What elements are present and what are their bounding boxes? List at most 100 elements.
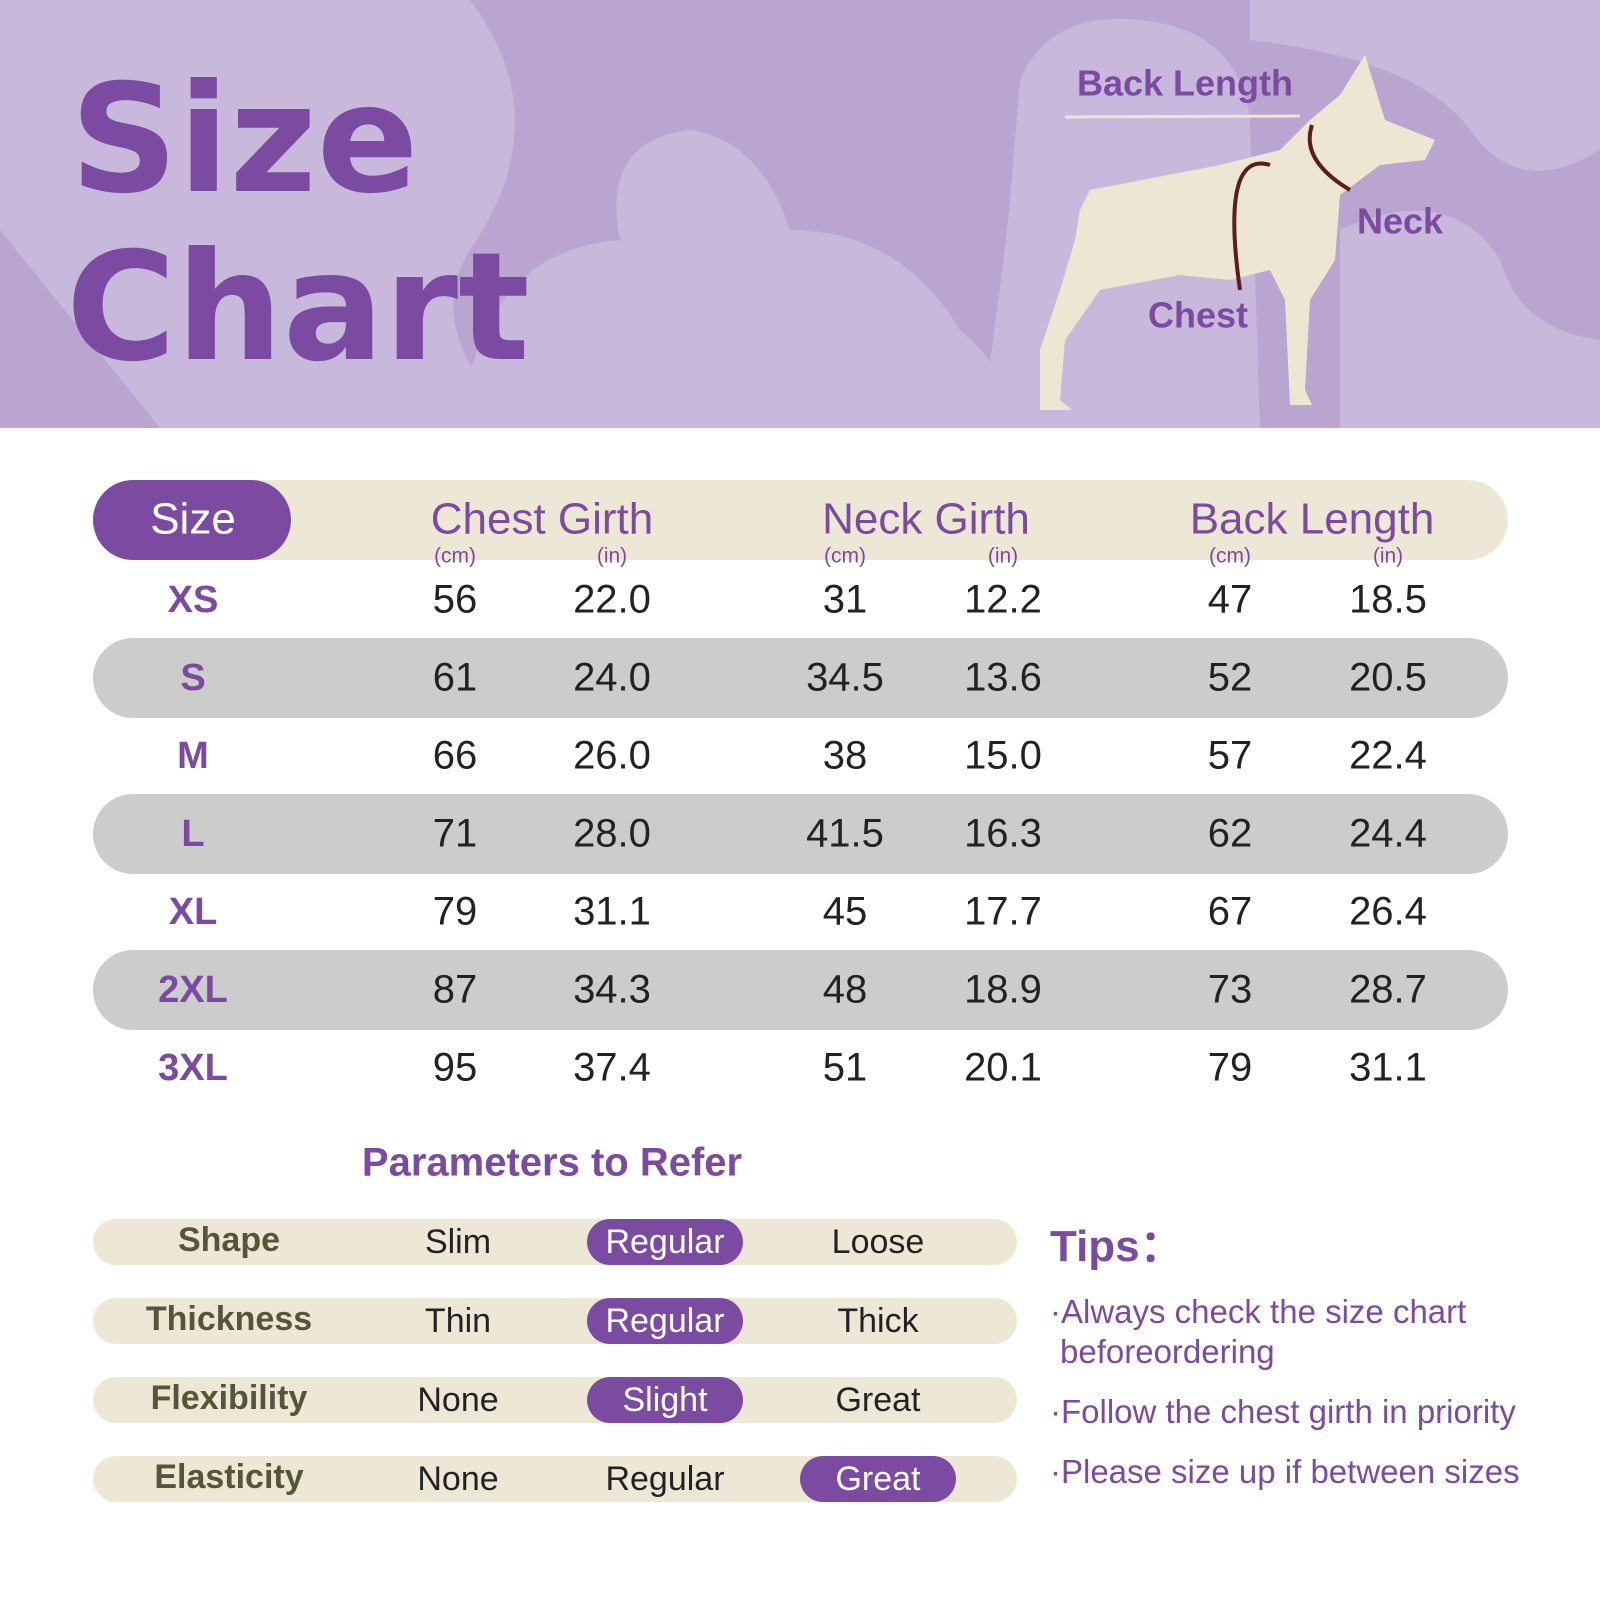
parameter-option: None <box>417 1460 498 1498</box>
cell-value: 24.0 <box>573 656 651 700</box>
cell-value: 22.0 <box>573 578 651 622</box>
cell-value: 51 <box>823 1046 868 1090</box>
cell-value: 37.4 <box>573 1046 651 1090</box>
cell-value: 34.3 <box>573 968 651 1012</box>
dog-silhouette <box>1040 55 1435 410</box>
blob <box>1250 0 1600 171</box>
title: Chart <box>66 221 530 395</box>
parameter-option: Great <box>835 1460 921 1498</box>
cell-value: 13.6 <box>964 656 1042 700</box>
cell-value: 87 <box>433 968 478 1012</box>
neck-line <box>1307 124 1352 192</box>
cell-value: 28.0 <box>573 812 651 856</box>
cell-value: 61 <box>433 656 478 700</box>
unit-label: (cm) <box>1209 545 1251 568</box>
size-label: L <box>181 813 204 855</box>
parameter-option: None <box>417 1381 498 1419</box>
parameter-label: Shape <box>178 1221 280 1259</box>
parameter-band <box>93 1456 1017 1502</box>
row-band <box>93 794 1508 874</box>
column-header: Back Length <box>1190 495 1435 544</box>
parameter-option: Regular <box>605 1460 724 1498</box>
parameter-label: Flexibility <box>151 1379 308 1417</box>
blob <box>1340 210 1600 428</box>
parameter-band <box>93 1298 1017 1344</box>
back-line <box>1064 114 1301 119</box>
tip: ·Always check the size chart beforeorder… <box>1050 1293 1467 1370</box>
unit-label: (cm) <box>824 545 866 568</box>
selected-pill <box>587 1298 743 1344</box>
size-label: 2XL <box>158 969 228 1011</box>
cell-value: 56 <box>433 578 478 622</box>
blob <box>460 130 1005 428</box>
parameter-band <box>93 1377 1017 1423</box>
row-band <box>93 950 1508 1030</box>
cell-value: 38 <box>823 734 868 778</box>
size-pill <box>93 480 291 560</box>
title: Size <box>70 53 419 227</box>
cell-value: 17.7 <box>964 890 1042 934</box>
column-header: Chest Girth <box>431 495 654 544</box>
size-label: XS <box>168 579 219 621</box>
parameter-option: Regular <box>605 1302 724 1340</box>
size-label: 3XL <box>158 1047 228 1089</box>
cell-value: 12.2 <box>964 578 1042 622</box>
dog-label: Neck <box>1357 201 1444 242</box>
cell-value: 45 <box>823 890 868 934</box>
unit-label: (in) <box>988 545 1018 568</box>
cell-value: 31 <box>823 578 868 622</box>
unit-label: (cm) <box>434 545 476 568</box>
parameter-option: Slim <box>425 1223 491 1261</box>
cell-value: 31.1 <box>1349 1046 1427 1090</box>
cell-value: 22.4 <box>1349 734 1427 778</box>
cell-value: 34.5 <box>806 656 884 700</box>
parameter-option: Thick <box>837 1302 919 1340</box>
selected-pill <box>587 1377 743 1423</box>
cell-value: 24.4 <box>1349 812 1427 856</box>
column-header: Neck Girth <box>822 495 1030 544</box>
parameter-label: Elasticity <box>154 1458 303 1496</box>
cell-value: 18.9 <box>964 968 1042 1012</box>
size-label: XL <box>169 891 218 933</box>
parameter-band <box>93 1219 1017 1265</box>
cell-value: 52 <box>1208 656 1253 700</box>
cell-value: 26.0 <box>573 734 651 778</box>
cell-value: 20.1 <box>964 1046 1042 1090</box>
cell-value: 20.5 <box>1349 656 1427 700</box>
cell-value: 67 <box>1208 890 1253 934</box>
cell-value: 31.1 <box>573 890 651 934</box>
unit-label: (in) <box>597 545 627 568</box>
header-pill <box>93 480 1508 560</box>
parameter-option: Great <box>835 1381 921 1419</box>
cell-value: 79 <box>1208 1046 1253 1090</box>
unit-label: (in) <box>1373 545 1403 568</box>
cell-value: 18.5 <box>1349 578 1427 622</box>
tips: Tips： ·Always check the size chart befor… <box>1050 1210 1570 1512</box>
cell-value: 41.5 <box>806 812 884 856</box>
cell-value: 57 <box>1208 734 1253 778</box>
size-label: S <box>180 657 205 699</box>
size-label: M <box>177 735 209 777</box>
cell-value: 16.3 <box>964 812 1042 856</box>
cell-value: 28.7 <box>1349 968 1427 1012</box>
cell-value: 66 <box>433 734 478 778</box>
parameter-label: Thickness <box>146 1300 312 1338</box>
row-band <box>93 638 1508 718</box>
parameter-option: Loose <box>832 1223 925 1261</box>
chest-line <box>1232 161 1271 291</box>
cell-value: 47 <box>1208 578 1253 622</box>
cell-value: 62 <box>1208 812 1253 856</box>
parameter-option: Thin <box>425 1302 491 1340</box>
cell-value: 95 <box>433 1046 478 1090</box>
parameter-option: Slight <box>622 1381 708 1419</box>
parameter-option: Regular <box>605 1223 724 1261</box>
cell-value: 71 <box>433 812 478 856</box>
selected-pill <box>800 1456 956 1502</box>
dog-label: Back Length <box>1077 63 1293 104</box>
dog-label: Chest <box>1148 295 1248 336</box>
parameters-title: Parameters to Refer <box>362 1141 742 1185</box>
selected-pill <box>587 1219 743 1265</box>
cell-value: 26.4 <box>1349 890 1427 934</box>
